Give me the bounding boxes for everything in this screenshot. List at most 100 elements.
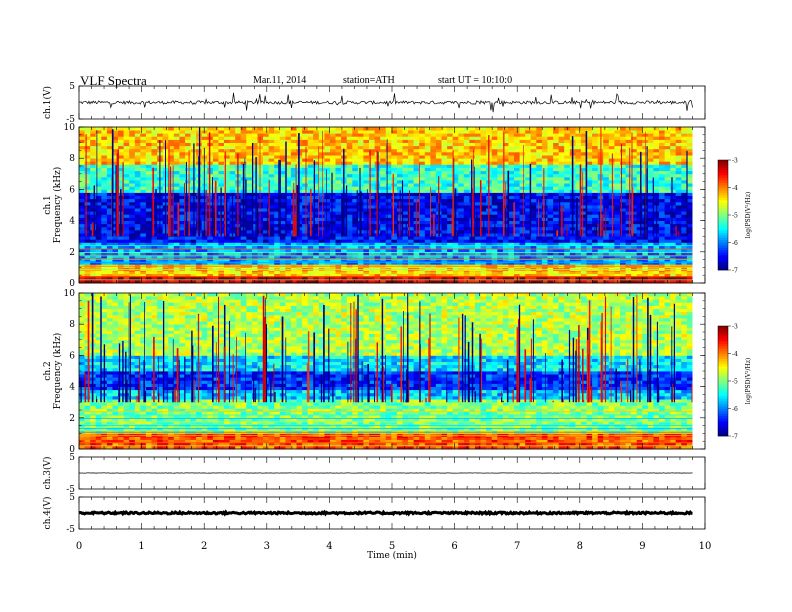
spectrogram-ch1-cell [369,233,375,237]
spectrogram-ch1-cell [659,192,665,196]
spectrogram-ch1-cell [469,254,476,259]
spectrogram-ch1-cell [592,186,599,190]
spectrogram-ch1-cell [129,145,136,150]
spectrogram-ch1-cell [681,242,688,246]
spectrogram-ch1-cell [625,155,632,159]
spectrogram-ch1-cell [173,214,180,218]
spectrogram-ch1-cell [536,145,543,150]
spectrogram-ch1-cell [475,189,481,193]
spectrogram-ch1-cell [636,208,643,212]
spectrogram-ch1-cell [330,158,336,162]
spectrogram-ch1-cell [631,201,638,206]
spectrogram-ch1-cell [603,164,610,168]
spectrogram-ch1-cell [547,192,554,196]
spectrogram-ch1-cell [168,248,175,253]
spectrogram-ch1-cell [185,267,191,271]
spectrogram-ch1-cell [279,164,286,168]
spectrogram-ch1-cell [413,183,420,187]
spectrogram-ch1-cell [129,180,136,184]
spectrogram-ch1-cell [647,214,654,218]
spectrogram-ch1-cell [413,155,420,159]
spectrogram-ch1-cell [140,183,147,187]
spectrogram-ch1-cell [463,158,470,162]
spectrogram-ch1-cell [330,254,336,259]
spectrogram-ch1-cell [620,230,626,234]
spectrogram-ch1-cell [458,239,465,243]
spectrogram-ch1-cell [569,273,576,278]
spectrogram-ch1-cell [274,245,281,250]
spectrogram-ch1-cell [140,223,147,228]
spectrogram-ch1-cell [558,258,565,262]
spectrogram-ch1-cell [274,251,281,256]
spectrogram-ch1-cell [675,276,682,281]
spectrogram-ch1-cell [201,276,208,281]
spectrogram-ch1-cell [324,254,331,259]
spectrogram-ch1-cell [670,205,677,209]
spectrogram-ch1-cell [686,208,693,212]
spectrogram-ch1-cell [659,211,665,215]
spectrogram-ch1-cell [95,198,102,203]
spectrogram-ch1-cell [452,176,459,181]
spectrogram-ch1-cell [592,254,599,259]
spectrogram-ch1-cell [541,152,548,156]
spectrogram-ch1-cell [95,233,102,237]
spectrogram-ch1-cell [653,183,660,187]
spectrogram-ch1-cell [251,258,258,262]
spectrogram-ch1-cell [653,170,660,175]
spectrogram-ch1-cell [681,192,688,196]
spectrogram-ch1-cell [480,183,487,187]
spectrogram-ch1-cell [257,142,264,147]
spectrogram-ch1-cell [290,142,297,147]
spectrogram-ch1-cell [190,267,197,271]
spectrogram-ch1-cell [374,254,381,259]
spectrogram-ch1-cell [391,186,398,190]
spectrogram-ch1-cell [497,164,504,168]
spectrogram-ch1-cell [396,164,403,168]
spectrogram-ch1-cell [631,251,638,256]
spectrogram-ch1-cell [519,173,526,178]
spectrogram-ch1-cell [290,239,297,243]
spectrogram-ch1-cell [330,208,336,212]
spectrogram-ch1-cell [681,217,688,221]
spectrogram-ch1-cell [508,205,515,209]
spectrogram-ch1-cell [497,208,504,212]
spectrogram-ch1-cell [229,164,236,168]
spectrogram-ch1-cell [324,242,331,246]
spectrogram-ch1-cell [285,233,292,237]
spectrogram-ch1-cell [385,223,392,228]
spectrogram-ch1-cell [240,155,247,159]
spectrogram-ch1-cell [330,230,336,234]
spectrogram-ch1-cell [408,201,414,206]
spectrogram-ch1-cell [424,201,431,206]
spectrogram-ch1-cell [140,145,147,150]
spectrogram-ch1-cell [168,176,175,181]
spectrogram-ch1-cell [335,195,342,200]
spectrogram-ch1-cell [631,189,638,193]
spectrogram-ch1-cell [313,192,320,196]
spectrogram-ch1-cell [408,155,414,159]
spectrogram-ch1-cell [530,251,537,256]
spectrogram-ch1-cell [452,279,459,284]
spectrogram-ch1-cell [469,145,476,150]
spectrogram-ch1-cell [514,220,520,225]
spectrogram-ch1-cell [179,273,186,278]
spectrogram-ch1-cell [603,183,610,187]
spectrogram-ch1-cell [647,245,654,250]
spectrogram-ch1-cell [224,180,230,184]
spectrogram-ch1-cell [279,170,286,175]
spectrogram-ch1-cell [686,233,693,237]
spectrogram-ch1-cell [173,142,180,147]
spectrogram-ch1-cell [502,258,509,262]
spectrogram-ch1-cell [151,248,158,253]
spectrogram-ch1-cell [263,279,269,284]
spectrogram-ch1-cell [463,220,470,225]
spectrogram-ch1-cell [402,276,409,281]
spectrogram-ch1-cell [129,226,136,231]
spectrogram-ch1-cell [525,205,532,209]
spectrogram-ch1-cell [346,189,353,193]
spectrogram-ch1-cell [380,205,387,209]
spectrogram-ch1-cell [670,214,677,218]
spectrogram-ch1-cell [151,189,158,193]
spectrogram-ch1-cell [162,245,169,250]
spectrogram-ch1-cell [346,205,353,209]
